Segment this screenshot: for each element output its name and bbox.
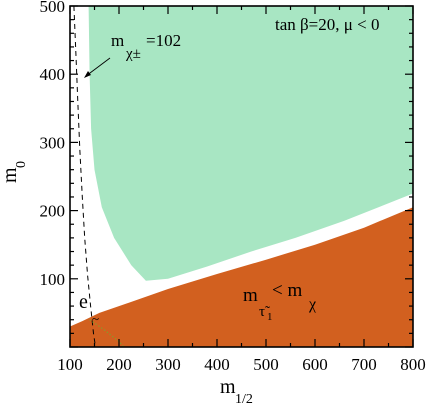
x-tick-label: 200	[106, 355, 132, 374]
plot-frame	[69, 5, 414, 348]
orange-label-sub: τ̃	[259, 304, 270, 320]
chargino-label-base: m	[111, 31, 124, 50]
orange-label-rel: < m	[272, 280, 302, 301]
e-tilde: ~	[92, 311, 99, 326]
e-annotation: e ~	[79, 291, 99, 326]
y-tick-label: 200	[40, 202, 66, 221]
orange-region	[70, 207, 413, 347]
x-tick-label: 700	[351, 355, 377, 374]
plot-area	[70, 5, 413, 348]
chargino-label-value: =102	[146, 31, 181, 50]
y-axis-label-base: m	[0, 167, 21, 183]
x-axis-label-sub: 1/2	[235, 392, 253, 407]
chargino-label-arrow	[85, 57, 111, 77]
chargino-contour-line	[73, 5, 96, 348]
axis-tick-labels: 100 200 300 400 500 600 700 800 100 200 300 400 500	[40, 0, 426, 374]
y-tick-label: 100	[40, 270, 66, 289]
x-axis-label: m 1/2	[220, 376, 253, 407]
y-axis-label-sub: 0	[14, 161, 29, 168]
green-region	[88, 6, 413, 281]
orange-label-base2: χ	[308, 296, 317, 313]
x-tick-label: 600	[302, 355, 328, 374]
orange-label-base: m	[243, 285, 258, 306]
e-label: e	[79, 291, 88, 313]
chart-title: tan β=20, μ < 0	[275, 15, 379, 34]
chargino-label-arrowhead	[84, 71, 91, 78]
orange-label-subsub: 1	[267, 311, 273, 323]
x-tick-label: 300	[155, 355, 181, 374]
y-tick-label: 500	[40, 0, 66, 16]
x-tick-label: 800	[400, 355, 426, 374]
x-tick-label: 500	[253, 355, 279, 374]
x-axis-label-base: m	[220, 376, 236, 398]
chargino-label: m χ± =102	[84, 31, 181, 78]
y-tick-label: 300	[40, 133, 66, 152]
y-tick-label: 400	[40, 65, 66, 84]
x-tick-label: 400	[204, 355, 230, 374]
y-axis-label: m 0	[0, 161, 29, 183]
title-annotation: tan β=20, μ < 0	[275, 15, 379, 34]
orange-region-label: m τ̃ 1 < m χ	[243, 280, 317, 323]
chargino-label-sub: χ±	[125, 46, 141, 62]
x-tick-label: 100	[57, 355, 83, 374]
